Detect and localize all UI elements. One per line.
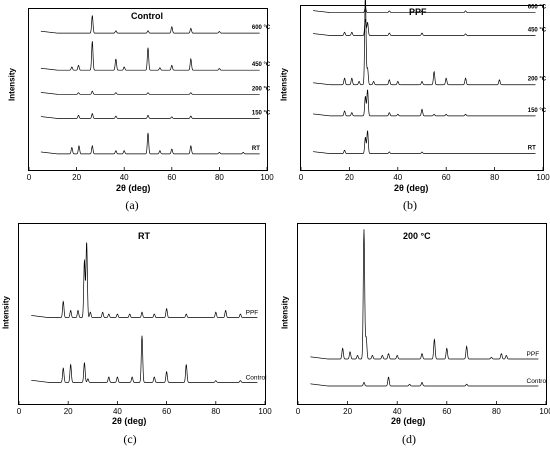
x-axis-label: 2θ (deg) [112,416,147,426]
x-tick-label: 80 [490,173,499,182]
chart-title: PPF [409,7,427,17]
chart-title: Control [131,11,163,21]
plot-area: 0 20 40 60 80 100 Control PPF [296,229,550,416]
x-tick-label: 60 [167,173,176,182]
series-line [40,41,260,71]
x-tick-label: 80 [492,407,501,416]
subfigure-caption: (c) [123,432,137,446]
series-label: RT [252,146,260,152]
series-label: 150 °C [528,108,547,114]
chart-panel-a: 0 20 40 60 80 100 RT 150 °C 200 °C 450 °C 600 °C C… [0,0,274,215]
x-tick-label: 60 [442,407,451,416]
chart-title: RT [138,231,150,241]
x-tick-label: 40 [393,173,402,182]
x-tick-label: 80 [215,173,224,182]
series-line [313,89,536,117]
subfigure-caption: (a) [125,198,139,212]
series-label: 150 °C [252,110,271,116]
series-label: Control [527,378,549,385]
chart-title: 200 °C [403,231,431,241]
x-tick-label: 0 [296,407,301,416]
series-label: PPF [527,351,540,358]
x-tick-label: 100 [536,173,550,182]
x-tick-label: 20 [64,407,73,416]
y-axis-label: Intensity [1,296,11,329]
series-line [31,335,258,383]
x-tick-label: 100 [260,173,274,182]
series-line [31,241,258,318]
series-label: 450 °C [252,62,271,68]
series-line [310,376,539,387]
series-line [313,18,536,36]
x-tick-label: 20 [72,173,81,182]
series-line [310,229,539,360]
x-tick-label: 40 [113,407,122,416]
x-tick-label: 0 [27,173,32,182]
y-axis-label: Intensity [279,68,289,101]
plot-area: 0 20 40 60 80 100 RT 150 °C 200 °C 450 °C 600 °C [299,0,550,182]
series-label: Control [246,374,268,381]
series-line [313,130,536,154]
series-label: 450 °C [528,28,547,34]
x-tick-label: 20 [343,407,352,416]
x-tick-label: 100 [258,407,272,416]
x-axis-label: 2θ (deg) [391,416,426,426]
x-tick-label: 80 [211,407,220,416]
x-tick-label: 40 [393,407,402,416]
y-axis-label: Intensity [280,296,290,329]
series-line [313,7,536,13]
x-tick-label: 40 [120,173,129,182]
series-label: PPF [246,310,259,317]
x-tick-label: 20 [345,173,354,182]
x-tick-label: 0 [299,173,304,182]
series-line [40,113,260,119]
chart-panel-b: 0 20 40 60 80 100 RT 150 °C 200 °C 450 °C 600 °C P… [270,0,550,215]
series-line [40,90,260,95]
series-label: 600 °C [528,5,547,11]
series-label: 200 °C [252,86,271,92]
series-label: RT [528,146,536,152]
series-label: 200 °C [528,77,547,83]
x-tick-label: 0 [17,407,22,416]
plot-area: 0 20 40 60 80 100 Control PPF [17,241,272,416]
x-tick-label: 60 [442,173,451,182]
x-axis-label: 2θ (deg) [394,183,429,193]
plot-area: 0 20 40 60 80 100 RT 150 °C 200 °C 450 °C 600 °C [27,15,274,182]
x-tick-label: 100 [539,407,550,416]
subfigure-caption: (d) [402,432,416,446]
x-tick-label: 60 [162,407,171,416]
x-axis-label: 2θ (deg) [116,183,151,193]
subfigure-caption: (b) [403,198,417,212]
y-axis-label: Intensity [7,68,17,101]
series-label: 600 °C [252,25,271,31]
series-line [313,0,536,86]
series-line [40,15,260,34]
plot-frame [297,223,547,405]
chart-panel-c: 0 20 40 60 80 100 Control PPF RT Intensity 2θ (… [0,218,275,451]
plot-frame [28,8,268,171]
series-line [40,132,260,155]
